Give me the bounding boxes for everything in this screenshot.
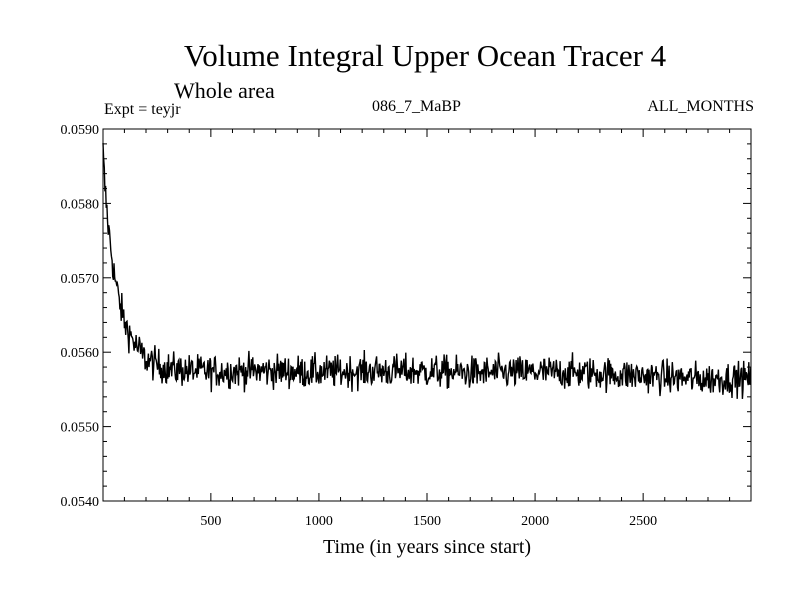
x-tick-label: 1500 <box>413 514 441 529</box>
x-axis-label: Time (in years since start) <box>322 536 532 558</box>
series-line <box>102 142 752 399</box>
period-label: 086_7_MaBP <box>372 98 461 115</box>
axis-ticks <box>103 128 751 502</box>
tick-labels: 500 1000 1500 2000 2500 0.0540 0.0550 0.0560 0.0… <box>61 123 658 529</box>
y-tick-label: 0.0580 <box>61 197 100 212</box>
x-tick-label: 1000 <box>305 514 333 529</box>
x-tick-label: 500 <box>200 514 221 529</box>
months-label: ALL_MONTHS <box>647 98 754 115</box>
plot-frame <box>102 128 752 502</box>
experiment-label: Expt = teyjr <box>104 101 181 118</box>
y-tick-label: 0.0590 <box>61 123 100 138</box>
chart-subtitle: Whole area <box>174 78 275 103</box>
y-tick-label: 0.0550 <box>61 421 100 436</box>
y-tick-label: 0.0560 <box>61 346 100 361</box>
x-tick-label: 2500 <box>629 514 657 529</box>
x-tick-label: 2000 <box>521 514 549 529</box>
y-tick-label: 0.0540 <box>61 495 100 510</box>
chart-title: Volume Integral Upper Ocean Tracer 4 <box>183 38 667 73</box>
y-tick-label: 0.0570 <box>61 272 100 287</box>
